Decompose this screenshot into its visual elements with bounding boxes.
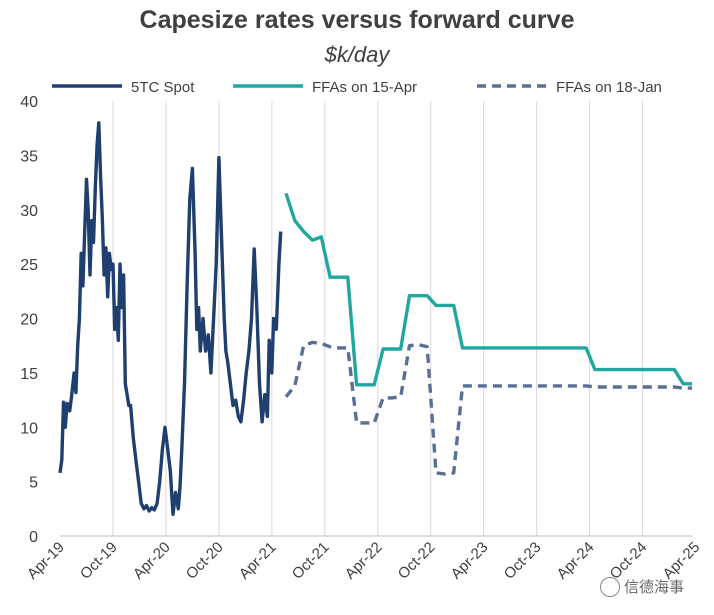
series-line-2 — [286, 342, 692, 474]
series-line-1 — [286, 193, 692, 384]
y-tick-label: 30 — [20, 203, 38, 220]
legend-label-0: 5TC Spot — [131, 79, 195, 96]
y-tick-label: 15 — [20, 366, 38, 383]
chart-plot: Apr-19 Oct-19 Apr-20 Oct-20 Apr-21 Oct-21 Apr-… — [0, 0, 714, 615]
y-tick-label: 40 — [20, 94, 38, 111]
legend-label-1: FFAs on 15-Apr — [312, 79, 417, 96]
series-line-0 — [60, 123, 281, 515]
y-tick-label: 25 — [20, 257, 38, 274]
x-tick-label: Oct-22 — [395, 539, 439, 583]
y-tick-label: 5 — [29, 475, 38, 492]
grid-lines — [113, 101, 643, 536]
x-tick-label: Apr-21 — [236, 539, 280, 583]
watermark-text: 信德海事 — [624, 576, 684, 597]
x-tick-label: Apr-23 — [448, 539, 492, 583]
y-tick-label: 20 — [20, 312, 38, 329]
x-tick-label: Oct-19 — [77, 539, 121, 583]
x-tick-label: Apr-24 — [554, 539, 598, 583]
legend: 5TC Spot FFAs on 15-Apr FFAs on 18-Jan — [52, 79, 662, 96]
x-tick-label: Apr-22 — [342, 539, 386, 583]
x-tick-label: Oct-21 — [289, 539, 333, 583]
y-tick-label: 0 — [29, 529, 38, 546]
x-tick-label: Oct-23 — [501, 539, 545, 583]
series-lines — [60, 123, 692, 515]
wechat-icon — [600, 577, 620, 597]
legend-label-2: FFAs on 18-Jan — [556, 79, 662, 96]
y-tick-label: 10 — [20, 420, 38, 437]
y-tick-label: 35 — [20, 148, 38, 165]
axes: Apr-19 Oct-19 Apr-20 Oct-20 Apr-21 Oct-21 Apr-… — [20, 94, 703, 583]
x-tick-label: Apr-20 — [130, 539, 174, 583]
watermark: 信德海事 — [600, 576, 684, 597]
x-tick-label: Oct-20 — [183, 539, 227, 583]
